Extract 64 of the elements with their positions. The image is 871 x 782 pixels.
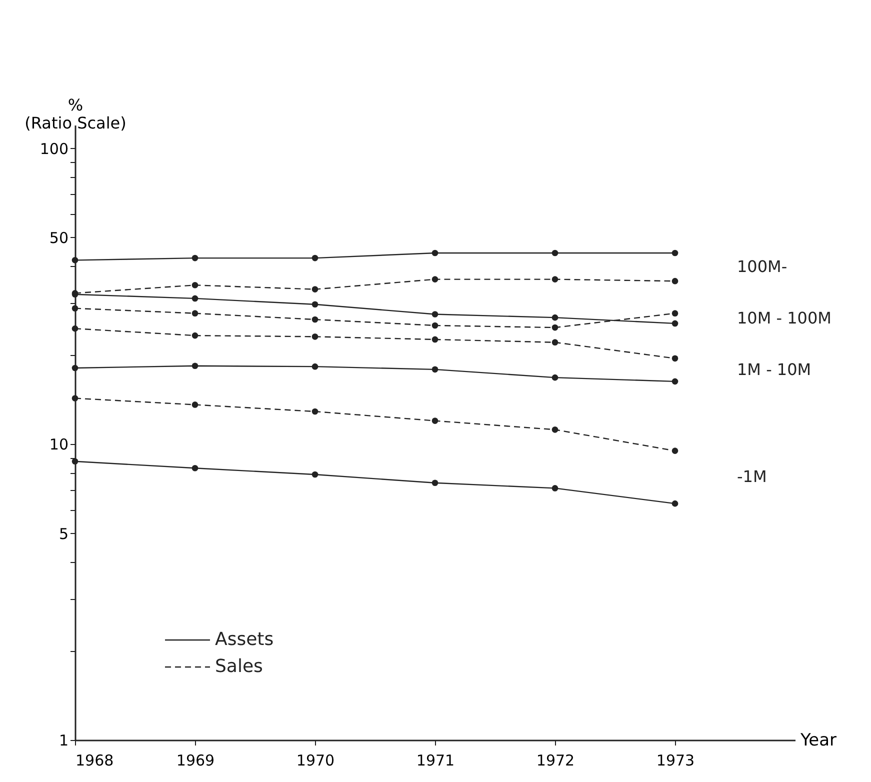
point (312, 471, 318, 478)
point (672, 448, 678, 454)
point (72, 364, 78, 372)
point (72, 325, 78, 332)
y-tick-label: 5 (58, 524, 68, 543)
point (432, 322, 438, 329)
x-tick-label: 1970 (296, 752, 335, 770)
y-tick-label: 100 (40, 140, 68, 158)
point (312, 363, 318, 370)
point (552, 250, 558, 256)
legend-label: Assets (215, 629, 274, 650)
point (312, 286, 318, 292)
point (432, 311, 438, 318)
point (552, 485, 558, 492)
point (672, 310, 678, 316)
point (552, 276, 558, 282)
point (552, 314, 558, 321)
y-axis-title: % (Ratio Scale) (24, 96, 126, 132)
point (192, 295, 198, 302)
point (672, 278, 678, 284)
point (72, 305, 78, 312)
x-tick-label: 1968 (76, 752, 114, 770)
point (432, 366, 438, 373)
point (672, 378, 678, 385)
point (672, 250, 678, 256)
x-axis-title: Year (800, 730, 837, 750)
legend-label: Sales (215, 656, 263, 677)
x-tick-label: 1973 (656, 752, 695, 770)
annotation: 10M - 100M (737, 308, 832, 328)
point (72, 395, 78, 402)
point (312, 301, 318, 308)
point (72, 257, 78, 264)
point (432, 336, 438, 343)
x-tick-label: 1969 (176, 752, 215, 770)
point (552, 324, 558, 331)
point (312, 334, 318, 340)
point (552, 374, 558, 381)
y-tick-label: 50 (49, 228, 68, 247)
point (432, 276, 438, 282)
point (192, 254, 198, 262)
annotation: 1M - 10M (737, 360, 812, 379)
point (312, 408, 318, 415)
point (192, 402, 198, 408)
point (432, 480, 438, 486)
point (432, 250, 438, 256)
point (192, 310, 198, 316)
point (552, 339, 558, 346)
point (552, 426, 558, 433)
point (672, 320, 678, 327)
x-tick-label: 1971 (416, 752, 455, 770)
point (192, 362, 198, 370)
point (672, 355, 678, 362)
point (312, 316, 318, 323)
point (672, 500, 678, 507)
annotation: 100M- (737, 257, 788, 276)
point (312, 254, 318, 262)
point (192, 464, 198, 472)
point (192, 332, 198, 339)
y-tick-label: 10 (49, 436, 68, 454)
y-tick-label: 1 (58, 732, 68, 750)
point (192, 282, 198, 288)
x-tick-label: 1972 (536, 752, 575, 770)
point (432, 418, 438, 424)
annotation: -1M (737, 467, 767, 486)
